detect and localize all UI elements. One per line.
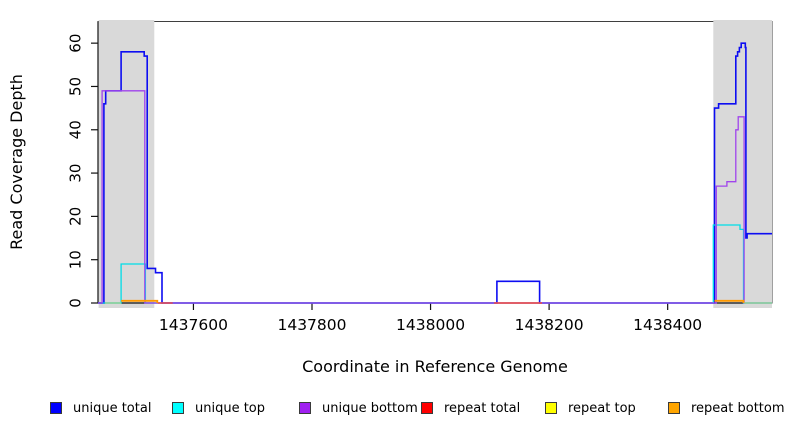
- x-tick-label: 1437800: [277, 316, 346, 334]
- y-tick-label: 20: [67, 207, 85, 226]
- legend-item-repeat-total: repeat total: [421, 399, 520, 417]
- legend-label: unique total: [73, 400, 152, 416]
- legend-swatch-icon: [545, 402, 557, 414]
- legend-item-unique-top: unique top: [172, 399, 265, 417]
- y-tick-label: 30: [67, 164, 85, 183]
- highlight-region: [713, 20, 772, 308]
- y-tick-label: 0: [67, 298, 85, 308]
- legend-swatch-icon: [172, 402, 184, 414]
- legend-label: repeat bottom: [691, 400, 785, 416]
- legend-item-repeat-bottom: repeat bottom: [668, 399, 785, 417]
- x-tick-label: 1438200: [515, 316, 584, 334]
- x-tick-label: 1438000: [396, 316, 465, 334]
- legend-swatch-icon: [299, 402, 311, 414]
- plot-box: [97, 21, 773, 304]
- series-line-unique-total: [98, 42, 772, 304]
- legend-item-repeat-top: repeat top: [545, 399, 636, 417]
- legend-label: unique bottom: [322, 400, 418, 416]
- y-axis-title: Read Coverage Depth: [7, 74, 26, 250]
- x-tick-label: 1437600: [159, 316, 228, 334]
- y-tick-label: 60: [67, 34, 85, 53]
- legend-label: unique top: [195, 400, 266, 416]
- legend-swatch-icon: [421, 402, 433, 414]
- x-axis-title: Coordinate in Reference Genome: [302, 357, 568, 376]
- series-line-unique-top: [98, 224, 772, 304]
- x-tick-label: 1438400: [633, 316, 702, 334]
- y-tick-label: 10: [67, 250, 85, 269]
- series-line-repeat-bottom: [121, 299, 159, 303]
- series-line-unique-bottom: [98, 90, 772, 304]
- legend: unique total unique top unique bottom repea…: [0, 399, 792, 421]
- legend-item-unique-bottom: unique bottom: [299, 399, 418, 417]
- legend-label: repeat top: [568, 400, 636, 416]
- series-line-repeat-bottom: [714, 299, 745, 303]
- y-tick-label: 50: [67, 77, 85, 96]
- legend-item-unique-total: unique total: [50, 399, 151, 417]
- legend-swatch-icon: [668, 402, 680, 414]
- legend-label: repeat total: [444, 400, 521, 416]
- legend-swatch-icon: [50, 402, 62, 414]
- y-tick-label: 40: [67, 120, 85, 139]
